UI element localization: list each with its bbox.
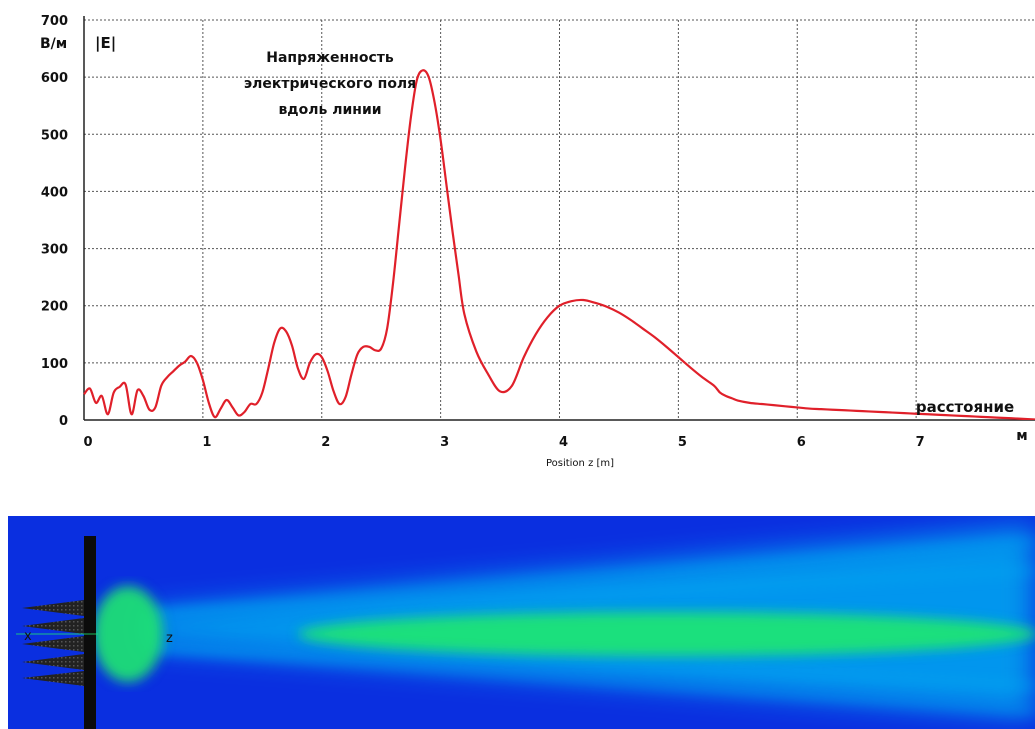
x-tick-label: 5 xyxy=(678,435,687,450)
y-tick-label: 600 xyxy=(41,71,68,86)
chart-title-line-1: Напряженность xyxy=(266,50,394,66)
y-tick-label: 400 xyxy=(41,185,68,200)
y-tick-label: 300 xyxy=(41,243,68,258)
y-axis-ticks: 0 100 200 300 400 500 600 700 xyxy=(41,14,68,429)
series-line xyxy=(83,69,1035,420)
x-axis-unit: м xyxy=(1016,428,1027,444)
x-tick-label: 3 xyxy=(440,435,449,450)
y-axis-unit: В/м xyxy=(40,36,67,52)
distance-label: расстояние xyxy=(916,398,1014,416)
y-tick-label: 200 xyxy=(41,300,68,315)
y-tick-label: 500 xyxy=(41,128,68,143)
x-axis-ticks: 0 1 2 3 4 5 6 7 xyxy=(83,435,924,450)
x-tick-label: 4 xyxy=(559,435,568,450)
field-distribution-map: x z xyxy=(8,516,1035,729)
chart-title-line-3: вдоль линии xyxy=(278,102,381,118)
antenna-mast xyxy=(84,536,96,729)
axes xyxy=(83,16,1035,421)
beam-fringes xyxy=(152,538,1035,714)
x-tick-label: 6 xyxy=(797,435,806,450)
y-tick-label: 700 xyxy=(41,14,68,29)
chart-title-line-2: электрического поля xyxy=(244,76,416,92)
x-tick-label: 0 xyxy=(83,435,92,450)
x-tick-label: 1 xyxy=(202,435,211,450)
x-tick-label: 7 xyxy=(916,435,925,450)
y-tick-label: 100 xyxy=(41,357,68,372)
series-label: |E| xyxy=(95,34,116,53)
z-axis-marker-label: z xyxy=(166,631,173,646)
y-tick-label: 0 xyxy=(59,414,68,429)
beam-core xyxy=(93,586,1035,682)
grid xyxy=(84,19,1035,420)
x-tick-label: 2 xyxy=(321,435,330,450)
antenna-elements xyxy=(22,600,84,686)
x-axis-title: Position z [m] xyxy=(546,458,614,469)
x-axis-marker-label: x xyxy=(24,629,32,644)
